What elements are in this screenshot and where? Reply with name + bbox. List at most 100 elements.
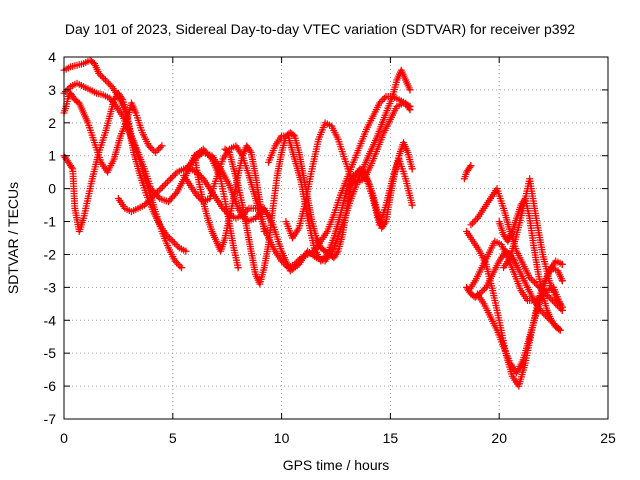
data-point xyxy=(172,170,180,178)
y-tick-label: -2 xyxy=(44,246,57,262)
data-points xyxy=(60,56,566,390)
data-point xyxy=(550,298,558,306)
data-point xyxy=(178,264,186,272)
plot-frame xyxy=(63,56,609,420)
data-point xyxy=(96,71,104,79)
data-point xyxy=(333,249,341,257)
data-point xyxy=(193,191,201,199)
data-point xyxy=(555,325,563,333)
data-point xyxy=(408,201,416,209)
data-point xyxy=(171,257,179,265)
data-point xyxy=(317,257,325,265)
data-point xyxy=(544,292,552,300)
data-point xyxy=(526,273,534,281)
data-point xyxy=(558,277,566,285)
y-tick-label: 1 xyxy=(48,148,56,164)
y-tick-label: -3 xyxy=(44,279,57,295)
data-point xyxy=(176,262,184,270)
data-point xyxy=(406,86,414,94)
data-point xyxy=(167,236,175,244)
data-point xyxy=(106,81,114,89)
series-arc-11 xyxy=(282,99,414,242)
y-tick-label: -6 xyxy=(44,378,57,394)
data-point xyxy=(151,148,159,156)
data-point xyxy=(170,171,178,179)
x-tick-label: 0 xyxy=(60,430,68,446)
data-point xyxy=(169,237,177,245)
data-point xyxy=(558,303,566,311)
data-point xyxy=(149,193,157,201)
data-point xyxy=(103,78,111,86)
data-point xyxy=(65,84,73,92)
data-point xyxy=(406,102,414,110)
data-point xyxy=(547,295,555,303)
y-tick-label: -1 xyxy=(44,214,57,230)
series-arc-10 xyxy=(265,132,416,265)
data-point xyxy=(182,247,190,255)
data-point xyxy=(469,219,477,227)
x-tick-label: 25 xyxy=(600,430,616,446)
data-point xyxy=(545,293,553,301)
data-point xyxy=(146,144,154,151)
data-point xyxy=(68,163,76,171)
data-point xyxy=(377,97,385,105)
data-point xyxy=(100,74,108,82)
data-point xyxy=(174,260,182,268)
data-point xyxy=(381,219,389,227)
series-arc-19 xyxy=(500,175,566,311)
data-point xyxy=(408,165,416,173)
data-point xyxy=(318,255,326,263)
data-point xyxy=(154,188,162,196)
data-point xyxy=(376,99,384,107)
data-point xyxy=(527,275,535,283)
data-point xyxy=(356,168,364,176)
data-point xyxy=(160,181,168,189)
data-point xyxy=(142,199,150,207)
y-tick-label: -5 xyxy=(44,345,57,361)
data-point xyxy=(163,178,171,186)
y-tick-label: 4 xyxy=(48,49,56,65)
data-point xyxy=(529,277,537,285)
data-point xyxy=(153,147,161,155)
data-point xyxy=(174,242,182,250)
data-point xyxy=(531,278,539,286)
y-tick-label: -7 xyxy=(44,411,57,427)
data-point xyxy=(477,288,485,296)
data-point xyxy=(537,306,545,314)
data-point xyxy=(145,142,153,150)
data-point xyxy=(165,176,173,184)
data-point xyxy=(62,88,70,96)
data-point xyxy=(260,227,268,235)
series-arc-17 xyxy=(473,257,566,377)
data-point xyxy=(470,218,478,226)
x-tick-label: 15 xyxy=(383,430,399,446)
data-point xyxy=(320,254,328,262)
data-point xyxy=(118,94,126,102)
data-point xyxy=(173,259,181,267)
data-point xyxy=(481,285,489,293)
data-point xyxy=(170,239,178,247)
data-point xyxy=(158,183,166,191)
data-point xyxy=(246,147,254,155)
axis-ticks: 0 5 10 15 20 25 -7 -6 -5 -4 -3 -2 -1 0 1 2 3 4 xyxy=(44,49,616,446)
data-point xyxy=(472,216,480,224)
y-axis-label: SDTVAR / TECUs xyxy=(5,182,21,294)
data-point xyxy=(380,94,388,102)
data-point xyxy=(466,163,474,171)
data-point xyxy=(156,144,164,151)
x-tick-label: 10 xyxy=(274,430,290,446)
data-point xyxy=(219,204,227,212)
data-point xyxy=(148,145,156,153)
data-point xyxy=(162,180,170,188)
data-point xyxy=(467,221,475,229)
data-point xyxy=(540,310,548,318)
data-point xyxy=(105,79,113,87)
data-point xyxy=(322,252,330,260)
data-point xyxy=(549,297,557,305)
data-point xyxy=(172,241,180,249)
series-arc-8 xyxy=(191,142,268,255)
series-arc-6 xyxy=(180,92,414,272)
data-point xyxy=(172,190,180,198)
x-tick-label: 20 xyxy=(491,430,507,446)
